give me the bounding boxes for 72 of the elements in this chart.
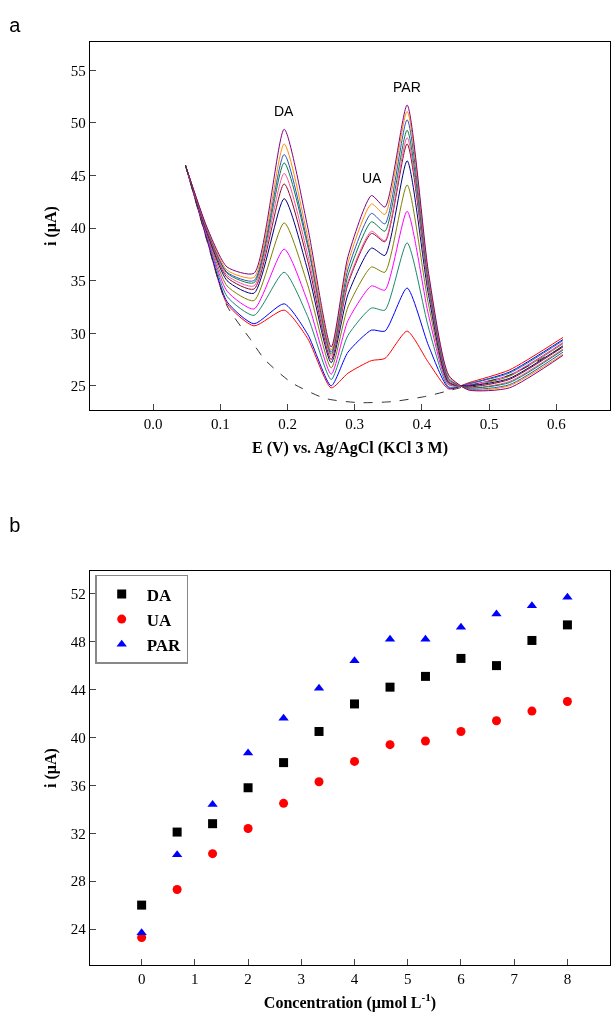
x-tick-label: 6 bbox=[457, 971, 466, 988]
x-tick-label: 7 bbox=[510, 971, 519, 988]
point bbox=[420, 671, 430, 681]
x-tick-label: 3 bbox=[297, 971, 306, 988]
x-tick-label: 0.6 bbox=[546, 416, 567, 433]
point bbox=[278, 713, 289, 721]
y-tick-label: 55 bbox=[70, 62, 86, 79]
point bbox=[350, 756, 360, 766]
point bbox=[314, 777, 324, 787]
y-tick-label: 50 bbox=[70, 115, 86, 132]
legend-label: UA bbox=[146, 610, 172, 630]
x-tick-label: 4 bbox=[350, 971, 359, 988]
y-tick-label: 40 bbox=[70, 220, 86, 237]
point bbox=[456, 726, 466, 736]
point bbox=[243, 783, 253, 793]
y-tick-label: 44 bbox=[70, 681, 87, 698]
point bbox=[491, 716, 501, 726]
x-axis-title: E (V) vs. Ag/AgCl (KCl 3 M) bbox=[252, 438, 448, 457]
x-tick-label: 0.1 bbox=[210, 416, 230, 433]
annotation: PAR bbox=[393, 79, 421, 95]
point bbox=[562, 592, 573, 600]
y-tick-label: 52 bbox=[70, 586, 86, 602]
point bbox=[208, 819, 218, 829]
point bbox=[137, 900, 147, 910]
x-axis-title: Concentration (µmol L$^{-1}$) bbox=[263, 991, 437, 1012]
annotation: UA bbox=[362, 170, 383, 186]
point bbox=[279, 798, 289, 808]
point bbox=[456, 653, 466, 663]
y-tick-label: 45 bbox=[70, 167, 86, 184]
y-tick-label: 36 bbox=[70, 777, 87, 794]
chart-title: b bbox=[9, 514, 21, 536]
legend-label: DA bbox=[146, 585, 172, 605]
x-tick-label: 2 bbox=[244, 971, 252, 988]
x-tick-label: 0.2 bbox=[278, 416, 297, 433]
x-tick-label: 1 bbox=[191, 971, 199, 988]
point bbox=[385, 740, 395, 750]
annotation: DA bbox=[274, 103, 295, 119]
y-axis-title: i (µA) bbox=[41, 748, 60, 788]
x-tick-label: 5 bbox=[404, 971, 412, 988]
point bbox=[349, 656, 360, 664]
y-tick-label: 30 bbox=[70, 325, 86, 342]
x-tick-label: 0.4 bbox=[412, 416, 432, 433]
x-tick-label: 0 bbox=[137, 971, 146, 988]
point bbox=[172, 885, 182, 895]
point bbox=[562, 697, 572, 707]
point bbox=[420, 634, 431, 642]
x-tick-label: 0.3 bbox=[345, 416, 365, 433]
point bbox=[491, 661, 501, 671]
point bbox=[208, 849, 218, 859]
point bbox=[562, 620, 572, 630]
legend-label: PAR bbox=[146, 635, 182, 655]
point bbox=[527, 706, 537, 716]
point bbox=[243, 823, 253, 833]
x-tick-label: 8 bbox=[563, 971, 572, 988]
point bbox=[350, 699, 360, 709]
y-tick-label: 28 bbox=[70, 873, 86, 890]
point bbox=[527, 635, 537, 645]
point bbox=[385, 682, 395, 692]
y-tick-label: 35 bbox=[70, 272, 86, 289]
y-axis-title: i (µA) bbox=[41, 206, 60, 246]
point bbox=[314, 726, 324, 736]
y-tick-label: 40 bbox=[70, 729, 86, 746]
y-tick-label: 32 bbox=[70, 825, 86, 842]
y-tick-label: 48 bbox=[70, 633, 86, 650]
x-tick-label: 0.0 bbox=[143, 416, 163, 433]
chart-title: a bbox=[9, 14, 22, 36]
y-tick-label: 24 bbox=[70, 921, 87, 938]
point bbox=[279, 758, 289, 768]
point bbox=[420, 736, 430, 746]
point bbox=[172, 827, 182, 837]
y-tick-label: 25 bbox=[70, 378, 86, 395]
x-tick-label: 0.5 bbox=[479, 416, 499, 433]
